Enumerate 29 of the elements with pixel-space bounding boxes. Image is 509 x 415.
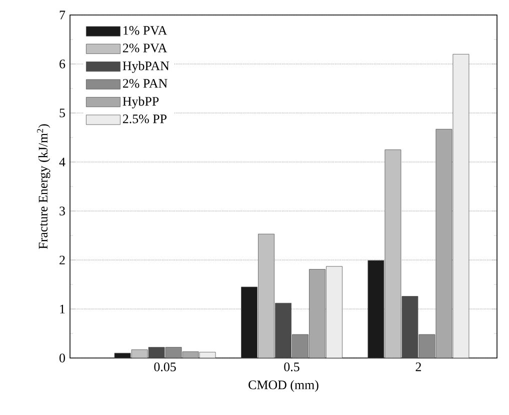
y-tick-label: 5 [60,108,65,118]
legend-label: HybPAN [122,61,170,73]
x-tick-label: 0.05 [154,362,176,372]
bar [326,266,342,358]
legend-label: HybPP [122,96,159,108]
y-tick-label: 7 [60,10,66,20]
legend-label: 1% PVA [124,26,168,35]
y-tick-label: 6 [60,60,66,68]
y-tick-label: 0 [60,354,65,362]
x-axis-title: CMOD (mm) [248,380,318,392]
legend-label: 2% PVA [122,44,168,52]
bar [418,334,436,358]
legend-label: 2% PAN [122,79,168,88]
legend-label: 2.5% PP [122,114,167,124]
bar [436,128,452,358]
y-tick-label: 1 [60,304,65,314]
y-tick-label: 3 [60,206,65,216]
bar [292,334,308,358]
bar [384,150,402,358]
bar [309,269,326,358]
x-tick-label: 2 [416,362,421,372]
y-tick-label: 2 [60,256,65,264]
y-axis-title: Fracture Energy (kJ/m$^{2}$) [37,124,50,249]
y-tick-label: 4 [59,158,66,166]
bar [368,260,384,358]
x-tick-label: 0.5 [284,362,300,372]
bar [258,234,274,358]
bar [241,286,258,358]
bar [452,54,470,358]
